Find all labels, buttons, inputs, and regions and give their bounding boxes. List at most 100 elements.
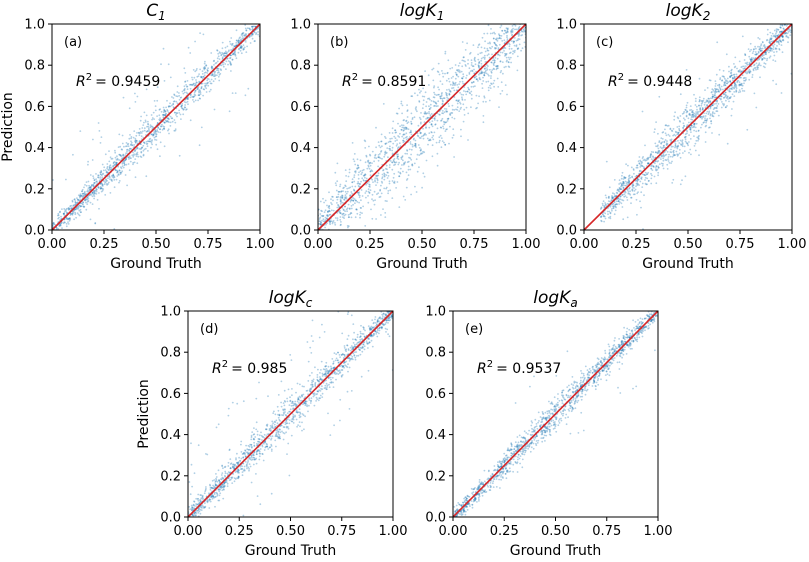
data-point bbox=[493, 68, 495, 70]
data-point bbox=[654, 151, 657, 154]
data-point bbox=[333, 366, 336, 369]
data-point bbox=[316, 398, 319, 401]
data-point bbox=[91, 184, 93, 187]
data-point bbox=[247, 460, 250, 463]
data-point bbox=[424, 70, 426, 72]
data-point bbox=[730, 71, 733, 74]
data-point bbox=[682, 126, 684, 129]
data-point bbox=[709, 107, 712, 110]
data-point bbox=[346, 190, 349, 193]
data-point bbox=[420, 132, 422, 134]
data-point bbox=[203, 72, 206, 74]
data-point bbox=[722, 69, 725, 72]
data-point bbox=[148, 128, 150, 131]
data-point bbox=[709, 100, 712, 103]
data-point bbox=[220, 64, 223, 67]
data-point bbox=[453, 89, 456, 92]
data-point bbox=[200, 85, 203, 88]
data-point bbox=[614, 209, 617, 212]
data-point bbox=[135, 134, 138, 137]
data-point bbox=[63, 211, 66, 213]
data-point bbox=[769, 47, 772, 49]
data-point bbox=[134, 149, 136, 152]
data-point bbox=[366, 342, 369, 345]
data-point bbox=[202, 94, 205, 97]
data-point bbox=[97, 174, 99, 177]
data-point bbox=[335, 357, 338, 360]
data-point bbox=[698, 134, 700, 137]
data-point bbox=[231, 53, 234, 56]
data-point bbox=[376, 328, 379, 330]
data-point bbox=[704, 119, 706, 122]
data-point bbox=[123, 164, 126, 167]
data-point bbox=[248, 36, 251, 38]
data-point bbox=[702, 122, 705, 124]
data-point bbox=[339, 398, 342, 401]
data-point bbox=[448, 90, 451, 92]
data-point bbox=[413, 162, 416, 165]
data-point bbox=[365, 155, 368, 158]
data-point bbox=[166, 109, 169, 111]
data-point bbox=[508, 43, 511, 46]
data-point bbox=[223, 482, 226, 484]
data-point bbox=[431, 125, 434, 128]
data-point bbox=[167, 106, 170, 108]
data-point bbox=[101, 184, 104, 187]
data-point bbox=[483, 74, 486, 77]
data-point bbox=[364, 161, 367, 164]
data-point bbox=[749, 70, 751, 72]
data-point bbox=[757, 50, 760, 53]
data-point bbox=[93, 192, 96, 195]
data-point bbox=[187, 103, 189, 106]
data-point bbox=[678, 142, 681, 144]
data-point bbox=[333, 370, 336, 373]
data-point bbox=[371, 345, 374, 348]
data-point bbox=[150, 141, 153, 144]
data-point bbox=[145, 130, 148, 133]
data-point bbox=[308, 397, 311, 400]
data-point bbox=[423, 95, 426, 98]
data-point bbox=[674, 111, 676, 114]
data-point bbox=[678, 125, 681, 128]
data-point bbox=[495, 47, 498, 50]
data-point bbox=[428, 105, 430, 108]
data-point bbox=[374, 179, 376, 182]
data-point bbox=[636, 178, 639, 181]
data-point bbox=[505, 27, 508, 29]
data-point bbox=[779, 26, 782, 29]
data-point bbox=[197, 497, 199, 500]
data-point bbox=[603, 215, 606, 218]
data-point bbox=[428, 139, 431, 142]
data-point bbox=[135, 155, 138, 158]
data-point bbox=[718, 86, 721, 88]
data-point bbox=[445, 93, 448, 96]
data-point bbox=[692, 115, 695, 118]
data-point bbox=[91, 184, 93, 186]
data-point bbox=[424, 91, 427, 94]
data-point bbox=[99, 186, 102, 188]
data-point bbox=[93, 197, 95, 200]
data-point bbox=[175, 95, 178, 97]
data-point bbox=[368, 342, 370, 344]
data-point bbox=[112, 165, 115, 167]
data-point bbox=[429, 103, 432, 106]
data-point bbox=[701, 123, 703, 126]
data-point bbox=[762, 45, 765, 47]
data-point bbox=[191, 83, 194, 86]
data-point bbox=[385, 152, 387, 155]
data-point bbox=[508, 52, 511, 54]
data-point bbox=[640, 162, 643, 165]
data-point bbox=[359, 332, 362, 335]
data-point bbox=[361, 195, 364, 197]
data-point bbox=[242, 31, 245, 34]
data-point bbox=[359, 159, 362, 162]
data-point bbox=[619, 198, 622, 201]
data-point bbox=[238, 37, 241, 40]
data-point bbox=[613, 196, 615, 198]
data-point bbox=[727, 98, 729, 100]
data-point bbox=[400, 128, 403, 131]
data-point bbox=[407, 121, 410, 123]
data-point bbox=[169, 76, 172, 79]
data-point bbox=[619, 195, 622, 198]
